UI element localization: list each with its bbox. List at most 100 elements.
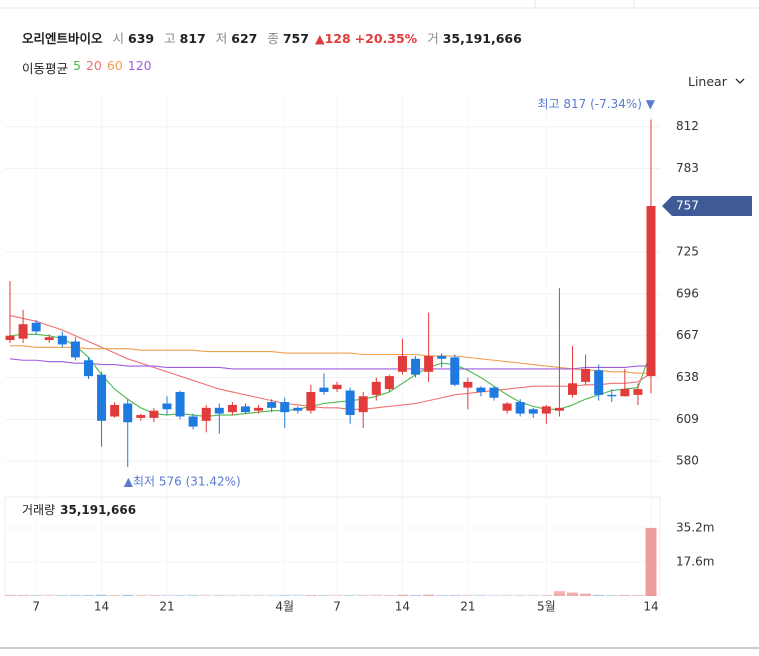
volume-bar bbox=[318, 595, 330, 596]
volume-panel bbox=[4, 496, 661, 596]
volume-bar bbox=[645, 527, 657, 596]
volume-bar bbox=[370, 595, 382, 596]
x-tick-label: 14 bbox=[94, 600, 109, 614]
candle-body bbox=[581, 368, 591, 382]
header-label: 종 bbox=[267, 31, 279, 46]
volume-bar bbox=[619, 595, 631, 596]
candle-body bbox=[18, 324, 28, 339]
volume-bar bbox=[69, 595, 81, 596]
volume-bar bbox=[148, 595, 160, 596]
candle-body bbox=[123, 403, 133, 423]
volume-bar bbox=[56, 595, 68, 596]
header-value: 817 bbox=[179, 31, 206, 46]
scale-dropdown[interactable]: Linear bbox=[688, 74, 745, 89]
volume-bar bbox=[82, 595, 94, 596]
volume-bar bbox=[396, 594, 408, 596]
candle-body bbox=[358, 396, 368, 413]
candle-body bbox=[594, 370, 604, 395]
header-label: 거 bbox=[427, 31, 439, 46]
candle-body bbox=[515, 402, 525, 414]
candle-body bbox=[397, 355, 407, 372]
candle-body bbox=[97, 374, 107, 421]
candle-body bbox=[620, 389, 630, 397]
candle-body bbox=[175, 391, 185, 417]
x-tick-label: 21 bbox=[460, 600, 475, 614]
candle-body bbox=[188, 416, 198, 427]
candle-body bbox=[450, 357, 460, 385]
candle-body bbox=[110, 404, 120, 417]
header-value: 639 bbox=[128, 31, 155, 46]
volume-bar bbox=[96, 594, 108, 596]
volume-tick-label: 35.2m bbox=[676, 520, 714, 534]
y-tick-label: 812 bbox=[676, 119, 699, 133]
header: 오리엔트바이오 시 639 고 817 저 627 종 757 ▲128 +20.35% 거 35,1… bbox=[22, 28, 522, 47]
volume-bar bbox=[344, 595, 356, 596]
change-pct: +20.35% bbox=[354, 31, 418, 46]
volume-bar bbox=[17, 595, 29, 596]
volume-tick-label: 17.6m bbox=[676, 554, 714, 568]
legend-entry: 120 bbox=[127, 58, 152, 73]
header-value: 627 bbox=[231, 31, 258, 46]
x-tick-label: 4월 bbox=[275, 600, 294, 614]
volume-bar bbox=[423, 594, 435, 596]
y-tick-label: 609 bbox=[676, 412, 699, 426]
candle-body bbox=[384, 376, 394, 390]
change: ▲128 bbox=[314, 31, 351, 46]
candle-body bbox=[162, 403, 172, 410]
volume-bar bbox=[410, 595, 422, 596]
volume-bar bbox=[567, 592, 579, 596]
volume-bar bbox=[279, 595, 291, 596]
y-tick-label: 696 bbox=[676, 286, 699, 300]
y-tick-label: 638 bbox=[676, 370, 699, 384]
candle-body bbox=[293, 407, 303, 411]
candle-body bbox=[70, 341, 80, 358]
x-tick-label: 14 bbox=[643, 600, 658, 614]
candle-body bbox=[5, 335, 15, 341]
x-tick-label: 7 bbox=[32, 600, 40, 614]
low-annotation: ▲최저 576 (31.42%) bbox=[124, 474, 241, 488]
candle-body bbox=[371, 381, 381, 395]
candle-body bbox=[306, 391, 316, 411]
legend-entry: 20 bbox=[85, 58, 102, 73]
ma-title: 이동평균 bbox=[22, 61, 69, 76]
legend-entry: 60 bbox=[106, 58, 123, 73]
y-tick-label: 580 bbox=[676, 454, 699, 468]
chevron[interactable] bbox=[735, 78, 745, 85]
candle-body bbox=[332, 384, 342, 390]
candle-body bbox=[201, 407, 211, 421]
header-label: 시 bbox=[112, 31, 125, 46]
candle-body bbox=[463, 381, 473, 388]
legend-entry: 5 bbox=[73, 58, 81, 73]
candle-body bbox=[44, 337, 54, 341]
header-label: 고 bbox=[164, 31, 176, 46]
ma-line bbox=[9, 315, 652, 410]
volume-bar bbox=[383, 595, 395, 596]
ma-legend: 이동평균 5 20 60 120 bbox=[22, 58, 152, 77]
volume-bar bbox=[593, 595, 605, 596]
scale-label[interactable]: Linear bbox=[688, 74, 727, 89]
candle-body bbox=[280, 402, 290, 413]
volume-bar bbox=[122, 595, 134, 596]
candle-body bbox=[214, 407, 224, 414]
candle-body bbox=[437, 355, 447, 359]
x-tick-label: 21 bbox=[159, 600, 174, 614]
candle-body bbox=[554, 407, 564, 411]
candle-body bbox=[568, 383, 578, 395]
volume-total: 35,191,666 bbox=[60, 503, 136, 517]
volume-bar bbox=[632, 595, 644, 596]
volume-bar bbox=[30, 595, 42, 596]
candle-body bbox=[149, 410, 159, 418]
volume-bar bbox=[305, 595, 317, 596]
x-tick-label: 5월 bbox=[537, 600, 556, 614]
price-tag bbox=[662, 196, 752, 217]
candle-body bbox=[254, 407, 264, 411]
header-value: 35,191,666 bbox=[442, 31, 522, 46]
volume-bar bbox=[174, 595, 186, 596]
volume-bar bbox=[606, 595, 618, 596]
candle-body bbox=[267, 402, 277, 408]
volume-bar bbox=[540, 595, 552, 596]
candle-body bbox=[411, 358, 421, 375]
candle-body bbox=[345, 390, 355, 416]
candle-body bbox=[31, 322, 41, 332]
